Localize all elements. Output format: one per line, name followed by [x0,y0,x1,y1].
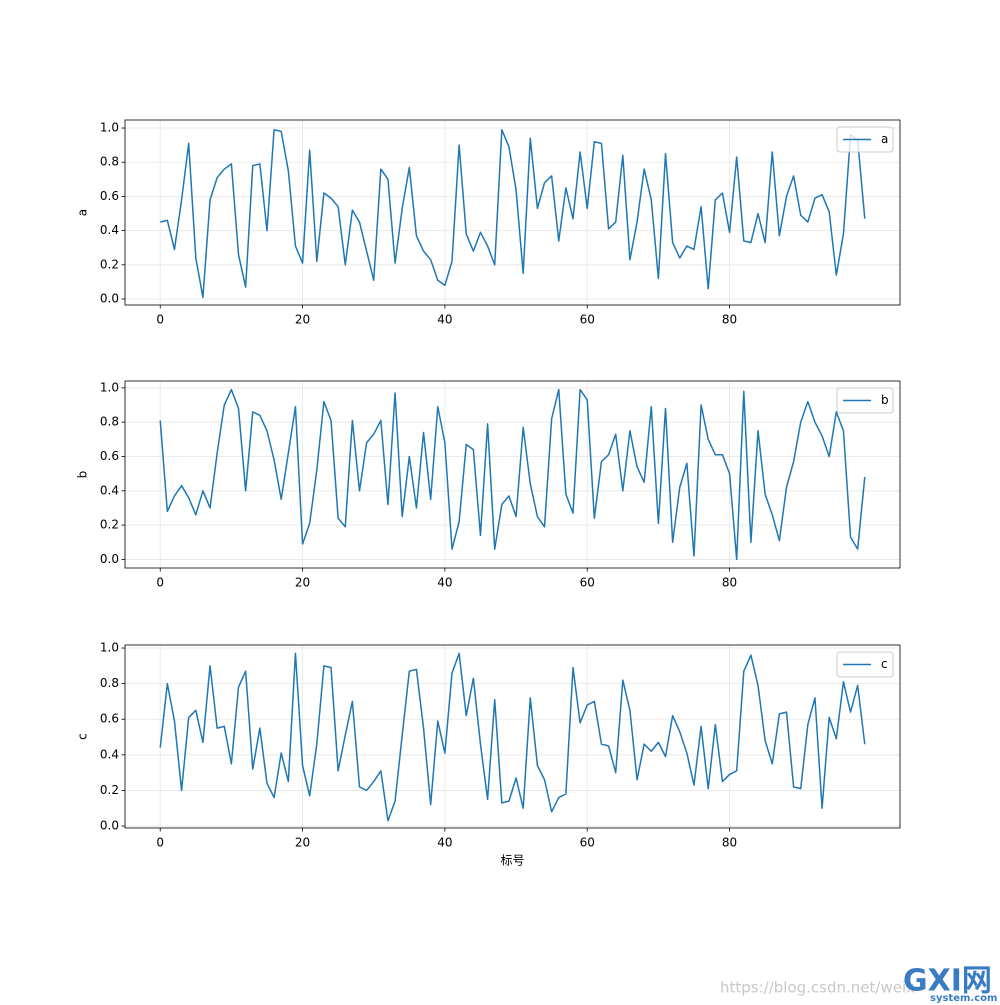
y-tick-label: 1.0 [100,380,119,394]
x-tick-label: 60 [580,836,595,850]
x-tick-label: 40 [437,576,452,590]
data-line [159,652,866,822]
x-tick-label: 60 [580,576,595,590]
x-tick-label: 40 [437,836,452,850]
watermark-url: https://blog.csdn.net/weix [720,979,915,997]
x-tick-label: 80 [722,836,737,850]
x-tick-label: 60 [580,313,595,327]
y-tick-label: 0.4 [100,223,119,237]
y-tick-label: 0.4 [100,747,119,761]
y-tick-label: 0.2 [100,257,119,271]
y-tick-label: 0.0 [100,819,119,833]
subplot: 0.0 0.2 0.4 0.6 0.8 1.0 0 20 40 60 80 c 标号 c [76,641,901,868]
y-tick-label: 0.8 [100,415,119,429]
y-tick-label: 0.6 [100,449,119,463]
data-line [160,128,866,299]
legend: c [836,651,894,678]
y-tick-label: 0.8 [100,676,119,690]
x-axis-label: 标号 [500,854,524,868]
y-axis-label: a [76,209,90,216]
subplot: 0.0 0.2 0.4 0.6 0.8 1.0 0 20 40 60 80 b b [76,380,901,590]
legend: a [836,126,894,153]
y-tick-label: 0.2 [100,783,119,797]
legend-label: a [881,132,888,146]
y-tick-label: 0.6 [100,712,119,726]
y-tick-label: 1.0 [100,641,119,655]
watermark-logo-sub: system.com [930,993,997,1004]
axes-frame [124,380,901,569]
x-tick-label: 0 [156,836,164,850]
axes-frame [124,119,901,306]
x-tick-label: 0 [156,576,164,590]
legend-label: c [881,657,888,671]
y-tick-label: 0.6 [100,189,119,203]
legend: b [836,387,894,414]
y-tick-label: 0.0 [100,552,119,566]
y-tick-label: 0.8 [100,155,119,169]
y-tick-label: 0.2 [100,518,119,532]
x-tick-label: 80 [722,313,737,327]
subplot: 0.0 0.2 0.4 0.6 0.8 1.0 0 20 40 60 80 a a [76,119,901,327]
x-tick-label: 40 [437,313,452,327]
y-tick-label: 1.0 [100,121,119,135]
axes-frame [124,644,901,829]
x-tick-label: 80 [722,576,737,590]
x-tick-label: 0 [156,313,164,327]
legend-label: b [881,393,889,407]
data-line [159,388,866,561]
x-tick-label: 20 [295,836,310,850]
y-tick-label: 0.4 [100,483,119,497]
y-axis-label: c [76,733,90,740]
y-axis-label: b [76,471,90,479]
watermark-logo: GXI网 [903,964,992,999]
y-tick-label: 0.0 [100,292,119,306]
x-tick-label: 20 [295,313,310,327]
x-tick-label: 20 [295,576,310,590]
